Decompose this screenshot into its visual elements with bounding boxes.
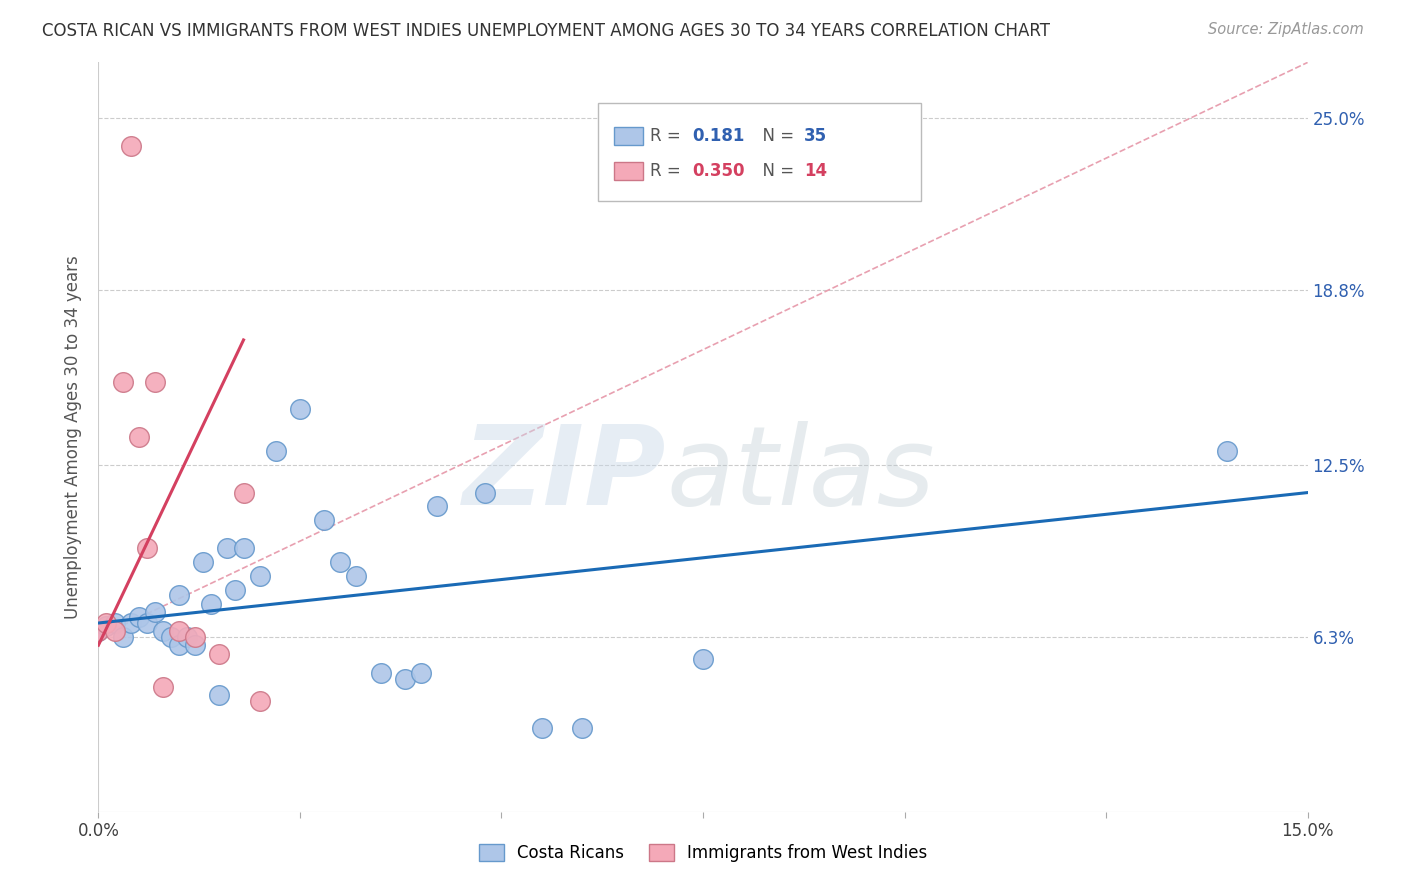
Point — [394, 672, 416, 686]
Point — [87, 624, 110, 639]
Point — [329, 555, 352, 569]
Point — [103, 624, 125, 639]
Text: Source: ZipAtlas.com: Source: ZipAtlas.com — [1208, 22, 1364, 37]
Point — [288, 402, 311, 417]
Point — [232, 485, 254, 500]
Point — [692, 652, 714, 666]
Point — [217, 541, 239, 555]
Point — [128, 610, 150, 624]
Point — [135, 615, 157, 630]
Point — [96, 619, 118, 633]
Text: COSTA RICAN VS IMMIGRANTS FROM WEST INDIES UNEMPLOYMENT AMONG AGES 30 TO 34 YEAR: COSTA RICAN VS IMMIGRANTS FROM WEST INDI… — [42, 22, 1050, 40]
Text: 14: 14 — [804, 162, 827, 180]
Point — [96, 615, 118, 630]
Point — [167, 588, 190, 602]
Point — [143, 605, 166, 619]
Point — [474, 485, 496, 500]
Point — [208, 647, 231, 661]
Point — [152, 680, 174, 694]
Point — [160, 630, 183, 644]
Text: 0.181: 0.181 — [692, 127, 744, 145]
Point — [370, 665, 392, 680]
Point — [167, 638, 190, 652]
Point — [193, 555, 215, 569]
Text: R =: R = — [650, 162, 686, 180]
Text: N =: N = — [752, 162, 800, 180]
Point — [314, 513, 336, 527]
Text: R =: R = — [650, 127, 686, 145]
Point — [264, 444, 287, 458]
Text: N =: N = — [752, 127, 800, 145]
Point — [167, 624, 190, 639]
Text: 35: 35 — [804, 127, 827, 145]
Point — [1216, 444, 1239, 458]
Point — [249, 569, 271, 583]
Point — [103, 615, 125, 630]
Point — [232, 541, 254, 555]
Point — [120, 138, 142, 153]
Text: atlas: atlas — [666, 421, 935, 528]
Text: ZIP: ZIP — [463, 421, 666, 528]
Point — [111, 375, 134, 389]
Y-axis label: Unemployment Among Ages 30 to 34 years: Unemployment Among Ages 30 to 34 years — [65, 255, 83, 619]
Point — [184, 638, 207, 652]
Point — [208, 688, 231, 702]
Point — [571, 722, 593, 736]
Point — [426, 500, 449, 514]
Legend: Costa Ricans, Immigrants from West Indies: Costa Ricans, Immigrants from West Indie… — [470, 836, 936, 871]
Point — [344, 569, 367, 583]
Point — [184, 630, 207, 644]
Point — [249, 694, 271, 708]
Point — [152, 624, 174, 639]
Point — [87, 624, 110, 639]
Point — [135, 541, 157, 555]
Point — [120, 615, 142, 630]
Point — [200, 597, 222, 611]
Point — [176, 630, 198, 644]
Text: 0.350: 0.350 — [692, 162, 744, 180]
Point — [111, 630, 134, 644]
Point — [143, 375, 166, 389]
Point — [530, 722, 553, 736]
Point — [409, 665, 432, 680]
Point — [224, 582, 246, 597]
Point — [128, 430, 150, 444]
